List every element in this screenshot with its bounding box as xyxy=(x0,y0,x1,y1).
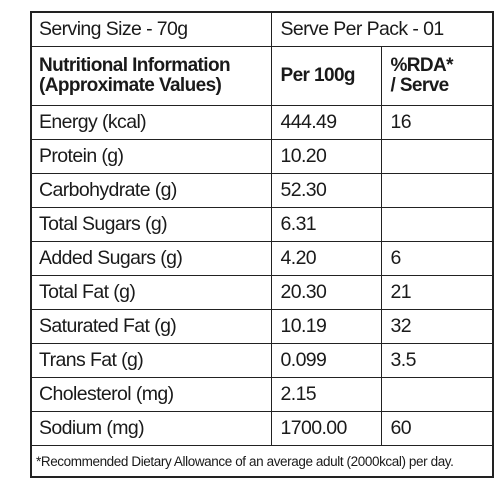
nutrition-table: Serving Size - 70g Serve Per Pack - 01 N… xyxy=(30,11,494,478)
nutrient-row: Protein (g) 10.20 xyxy=(30,139,494,174)
per100g-value: 10.20 xyxy=(270,139,382,174)
per100g-value: 0.099 xyxy=(270,343,382,378)
header-line: / Serve xyxy=(390,75,450,96)
nutrient-name: Energy (kcal) xyxy=(30,105,272,140)
nutrient-row: Trans Fat (g) 0.099 3.5 xyxy=(30,343,494,378)
header-row: Nutritional Information (Approximate Valu… xyxy=(30,46,494,106)
nutrient-row: Sodium (mg) 1700.00 60 xyxy=(30,411,494,446)
per100g-value: 2.15 xyxy=(270,377,382,412)
nutrient-name: Cholesterol (mg) xyxy=(30,377,272,412)
nutrient-row: Cholesterol (mg) 2.15 xyxy=(30,377,494,412)
nutrient-name: Protein (g) xyxy=(30,139,272,174)
header-rda: %RDA* / Serve xyxy=(380,46,494,106)
nutrient-name: Total Sugars (g) xyxy=(30,207,272,242)
footnote-row: *Recommended Dietary Allowance of an ave… xyxy=(30,445,494,478)
header-line: %RDA* xyxy=(390,55,454,76)
header-per100g: Per 100g xyxy=(270,46,382,106)
rda-value: 21 xyxy=(380,275,494,310)
serving-row: Serving Size - 70g Serve Per Pack - 01 xyxy=(30,11,494,47)
rda-value: 3.5 xyxy=(380,343,494,378)
nutrient-row: Carbohydrate (g) 52.30 xyxy=(30,173,494,208)
header-line: Nutritional Information xyxy=(39,55,231,76)
per100g-value: 10.19 xyxy=(270,309,382,344)
per100g-value: 52.30 xyxy=(270,173,382,208)
footnote: *Recommended Dietary Allowance of an ave… xyxy=(30,445,494,478)
rda-value xyxy=(380,377,494,412)
rda-value: 60 xyxy=(380,411,494,446)
per100g-value: 4.20 xyxy=(270,241,382,276)
nutrient-name: Saturated Fat (g) xyxy=(30,309,272,344)
serve-per-pack: Serve Per Pack - 01 xyxy=(270,11,494,47)
nutrient-name: Trans Fat (g) xyxy=(30,343,272,378)
per100g-value: 6.31 xyxy=(270,207,382,242)
nutrient-row: Saturated Fat (g) 10.19 32 xyxy=(30,309,494,344)
nutrient-row: Total Sugars (g) 6.31 xyxy=(30,207,494,242)
nutrient-row: Added Sugars (g) 4.20 6 xyxy=(30,241,494,276)
serving-size: Serving Size - 70g xyxy=(30,11,272,47)
nutrient-name: Carbohydrate (g) xyxy=(30,173,272,208)
nutrient-name: Added Sugars (g) xyxy=(30,241,272,276)
rda-value: 16 xyxy=(380,105,494,140)
rda-value: 6 xyxy=(380,241,494,276)
nutrient-row: Energy (kcal) 444.49 16 xyxy=(30,105,494,140)
rda-value xyxy=(380,173,494,208)
nutrient-name: Sodium (mg) xyxy=(30,411,272,446)
per100g-value: 444.49 xyxy=(270,105,382,140)
table-body: Serving Size - 70g Serve Per Pack - 01 N… xyxy=(30,11,494,478)
nutrient-name: Total Fat (g) xyxy=(30,275,272,310)
rda-value xyxy=(380,207,494,242)
header-nutrient: Nutritional Information (Approximate Valu… xyxy=(30,46,272,106)
per100g-value: 20.30 xyxy=(270,275,382,310)
rda-value: 32 xyxy=(380,309,494,344)
header-line: (Approximate Values) xyxy=(39,75,222,96)
per100g-value: 1700.00 xyxy=(270,411,382,446)
rda-value xyxy=(380,139,494,174)
nutrient-row: Total Fat (g) 20.30 21 xyxy=(30,275,494,310)
